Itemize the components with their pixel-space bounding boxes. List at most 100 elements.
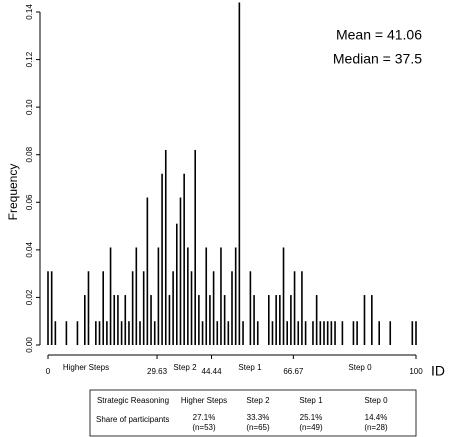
bar (139, 321, 141, 345)
bar (198, 295, 200, 345)
bar (84, 295, 86, 345)
bar (153, 321, 156, 345)
bar (363, 295, 366, 345)
table-cell: (n=65) (246, 423, 270, 432)
y-tick-label: 0.04 (25, 242, 34, 258)
bar (157, 247, 160, 345)
bar (279, 295, 281, 345)
bar (172, 271, 174, 345)
table-cell: 25.1% (300, 413, 323, 422)
bar (146, 197, 149, 345)
bar (220, 247, 222, 345)
bar (297, 321, 300, 345)
y-tick-label: 0.10 (25, 99, 34, 115)
bar (176, 223, 178, 345)
bar (282, 247, 285, 345)
annotation: Median = 37.5 (333, 51, 422, 67)
table-cell: 14.4% (365, 413, 388, 422)
bar (242, 321, 244, 345)
bar (76, 321, 79, 345)
bar (315, 295, 318, 345)
table-cell: 33.3% (247, 413, 270, 422)
bar (216, 321, 219, 345)
table-header: Higher Steps (181, 396, 227, 405)
y-tick-label: 0.00 (25, 337, 34, 353)
x-tick-label: 0 (46, 367, 51, 376)
table-header: Step 1 (299, 396, 323, 405)
bar (168, 295, 171, 345)
table-border (89, 389, 417, 437)
bar (371, 295, 373, 345)
bar (415, 321, 417, 345)
bar (120, 321, 123, 345)
bar (234, 247, 237, 345)
y-axis-label: Frequency (6, 164, 20, 221)
bar (161, 173, 163, 345)
table-cell: (n=53) (192, 423, 216, 432)
bar (411, 321, 414, 345)
bar (352, 321, 355, 345)
bar (341, 321, 344, 345)
table-header: Step 2 (246, 396, 270, 405)
y-tick-label: 0.12 (25, 51, 34, 67)
x-tick-label: 66.67 (283, 367, 304, 376)
bar (98, 321, 101, 345)
bar (223, 295, 226, 345)
bar (275, 295, 277, 345)
bar (271, 321, 274, 345)
bar (205, 247, 208, 345)
bar (54, 321, 57, 345)
bar (256, 321, 259, 345)
bar (131, 271, 134, 345)
bar (330, 321, 333, 345)
bar (102, 271, 104, 345)
x-tick-label: 100 (409, 367, 423, 376)
bar (135, 247, 138, 345)
step-label: Step 2 (173, 363, 197, 372)
step-label: Higher Steps (63, 363, 109, 372)
bar (187, 247, 189, 345)
y-tick-label: 0.02 (25, 289, 34, 305)
bar (378, 321, 380, 345)
bar (268, 295, 270, 345)
bar (47, 271, 49, 345)
bar (253, 295, 255, 345)
bar (117, 295, 119, 345)
y-tick-label: 0.06 (25, 194, 34, 210)
table-row-label: Share of participants (96, 415, 169, 424)
table-cell: 27.1% (193, 413, 216, 422)
step-label: Step 0 (348, 363, 372, 372)
bar (164, 149, 167, 345)
bar (50, 271, 53, 345)
x-tick-label: 29.63 (147, 367, 168, 376)
bar (231, 271, 233, 345)
bar (334, 321, 336, 345)
bar (227, 321, 230, 345)
bar (142, 271, 145, 345)
bar (238, 2, 241, 345)
bar (65, 321, 68, 345)
bar (113, 295, 116, 345)
table-header: Strategic Reasoning (97, 396, 169, 405)
bar (326, 321, 329, 345)
bar (194, 149, 196, 345)
bar (124, 295, 127, 345)
bar (319, 321, 322, 345)
bar (128, 321, 130, 345)
bar (209, 295, 211, 345)
bar (179, 197, 182, 345)
bar (95, 321, 97, 345)
bar (190, 271, 193, 345)
bar (286, 321, 288, 345)
bar (212, 271, 215, 345)
bar (109, 247, 112, 345)
annotation: Mean = 41.06 (336, 27, 422, 43)
bar (304, 321, 307, 345)
bar (106, 321, 108, 345)
bar (150, 295, 152, 345)
table-cell: (n=28) (364, 423, 388, 432)
bar (389, 321, 392, 345)
bar (356, 321, 358, 345)
bar (323, 321, 325, 345)
x-axis-label: ID (431, 363, 445, 379)
